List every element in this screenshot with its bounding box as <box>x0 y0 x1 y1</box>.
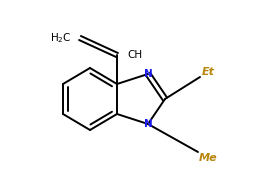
Text: Me: Me <box>199 153 217 163</box>
Text: N: N <box>144 69 152 79</box>
Text: CH: CH <box>127 50 142 60</box>
Text: Et: Et <box>201 67 215 77</box>
Text: $\mathregular{H_2C}$: $\mathregular{H_2C}$ <box>50 31 72 45</box>
Text: N: N <box>144 119 152 129</box>
